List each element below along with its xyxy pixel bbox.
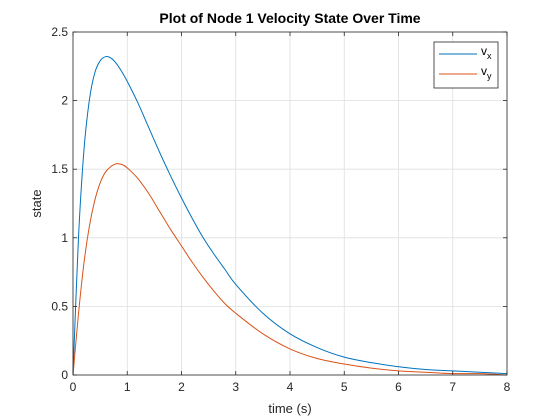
x-axis-label: time (s) bbox=[268, 401, 311, 416]
series-line-vy bbox=[72, 163, 508, 376]
y-tick-label: 2 bbox=[61, 94, 68, 108]
y-axis-label: state bbox=[29, 189, 44, 217]
y-tick-label: 1 bbox=[61, 231, 68, 245]
x-tick-label: 1 bbox=[124, 380, 131, 394]
y-tick-label: 1.5 bbox=[51, 162, 68, 176]
y-tick-label: 0.5 bbox=[51, 299, 68, 313]
x-tick-label: 3 bbox=[232, 380, 239, 394]
series-layer bbox=[72, 56, 508, 376]
grid bbox=[72, 31, 508, 376]
legend-label-vx-main: v bbox=[481, 44, 487, 58]
legend-label-vx-sub: x bbox=[487, 51, 492, 61]
x-tick-labels: 0 1 2 3 4 5 6 7 8 bbox=[70, 380, 511, 394]
x-tick-label: 6 bbox=[395, 380, 402, 394]
legend-label-vy-sub: y bbox=[487, 71, 492, 81]
legend-label-vx: vx bbox=[481, 44, 492, 61]
y-tick-labels: 0 0.5 1 1.5 2 2.5 bbox=[51, 25, 68, 382]
legend-box bbox=[433, 41, 499, 89]
x-tick-label: 2 bbox=[178, 380, 185, 394]
x-tick-label: 8 bbox=[504, 380, 511, 394]
x-tick-label: 7 bbox=[449, 380, 456, 394]
legend-label-vy: vy bbox=[481, 64, 492, 81]
legend: vx vy bbox=[433, 41, 499, 89]
x-tick-label: 0 bbox=[70, 380, 77, 394]
y-tick-label: 2.5 bbox=[51, 25, 68, 39]
x-tick-label: 5 bbox=[341, 380, 348, 394]
ticks bbox=[72, 31, 508, 376]
y-tick-label: 0 bbox=[61, 368, 68, 382]
x-tick-label: 4 bbox=[287, 380, 294, 394]
chart-title: Plot of Node 1 Velocity State Over Time bbox=[159, 10, 420, 26]
series-line-vx bbox=[72, 56, 508, 376]
legend-label-vy-main: v bbox=[481, 64, 487, 78]
